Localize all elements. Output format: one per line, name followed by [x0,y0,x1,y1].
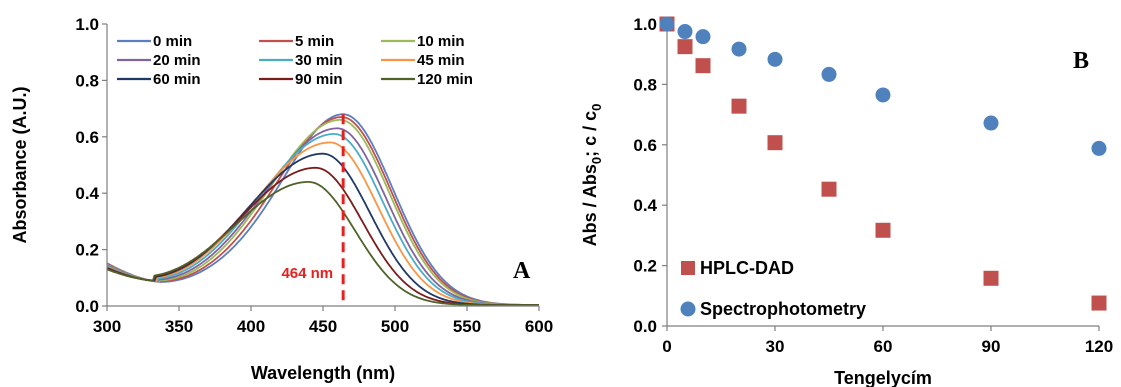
data-point-square [875,222,891,238]
legend-label: 45 min [417,52,465,69]
legend-label: 120 min [417,71,473,88]
legend-label: 10 min [417,33,465,50]
x-tick-label: 300 [93,317,121,336]
y-tick-label: 0.4 [75,184,99,203]
data-point-square [983,270,999,286]
legend-label: 20 min [153,52,201,69]
y-tick-label: 0.2 [75,241,99,260]
x-tick-label: 550 [453,317,481,336]
data-point-circle [1091,140,1107,156]
panel-label-b: B [1073,48,1089,74]
x-tick-label: 400 [237,317,265,336]
data-point-square [767,135,783,151]
data-point-circle [695,29,711,45]
legend-label: Spectrophotometry [700,299,866,319]
x-tick-label: 500 [381,317,409,336]
panel-b: 0.0 0.2 0.4 0.6 0.8 1.0 0 30 60 90 120 Tengelycím Ab… [580,15,1113,387]
legend-label: 0 min [153,33,192,50]
y-tick-label: 0.8 [75,71,99,90]
legend-a: 0 min 5 min 10 min 20 min 30 min 45 min 60 min… [117,33,473,88]
spectrum-line [106,119,539,306]
x-tick-label: 60 [874,337,893,356]
y-tick-label: 0.0 [75,297,99,316]
x-tick-label: 350 [165,317,193,336]
legend-swatch-circle [680,301,696,317]
spectrum-line [106,152,539,306]
panel-label-a: A [513,258,531,284]
x-axis-label: Tengelycím [834,368,932,387]
data-point-square [731,98,747,114]
y-tick-label: 0.4 [633,196,657,215]
spectrum-line [106,133,539,306]
panel-a: 0.0 0.2 0.4 0.6 0.8 1.0 300 350 400 450 500 550 600 W… [10,15,553,383]
legend-b: HPLC-DAD Spectrophotometry [680,258,866,319]
data-point-square [677,39,693,55]
legend-label: HPLC-DAD [700,258,794,278]
y-tick-label: 0.0 [633,317,657,336]
data-point-circle [983,115,999,131]
y-tick-label: 0.6 [633,136,657,155]
data-point-circle [875,87,891,103]
legend-label: 90 min [295,71,343,88]
data-point-circle [821,66,837,82]
x-tick-label: 0 [662,337,671,356]
x-tick-label: 600 [525,317,553,336]
y-tick-label: 1.0 [75,15,99,34]
data-point-circle [677,24,693,40]
legend-label: 5 min [295,33,334,50]
legend-label: 60 min [153,71,201,88]
x-axis-label: Wavelength (nm) [251,363,395,383]
y-tick-label: 0.8 [633,75,657,94]
data-point-circle [659,16,675,32]
spectrum-line [106,127,539,306]
data-point-square [1091,295,1107,311]
data-point-circle [767,51,783,67]
spectra [106,113,539,307]
x-tick-label: 120 [1085,337,1113,356]
y-axis-label: Abs / Abs0; c / c0 [580,104,604,247]
data-point-square [821,181,837,197]
x-tick-label: 30 [766,337,785,356]
y-axis-label: Absorbance (A.U.) [10,86,30,243]
spectrum-line [106,116,539,306]
legend-label: 30 min [295,52,343,69]
data-point-square [695,58,711,74]
spectrum-line [106,181,539,307]
y-tick-label: 0.2 [633,257,657,276]
series-circle [659,16,1107,156]
x-tick-label: 450 [309,317,337,336]
y-tick-label: 1.0 [633,15,657,34]
y-tick-label: 0.6 [75,128,99,147]
peak-marker-label: 464 nm [281,265,333,282]
legend-swatch-square [681,261,695,275]
spectrum-line [106,141,539,306]
x-tick-label: 90 [982,337,1001,356]
data-point-circle [731,41,747,57]
